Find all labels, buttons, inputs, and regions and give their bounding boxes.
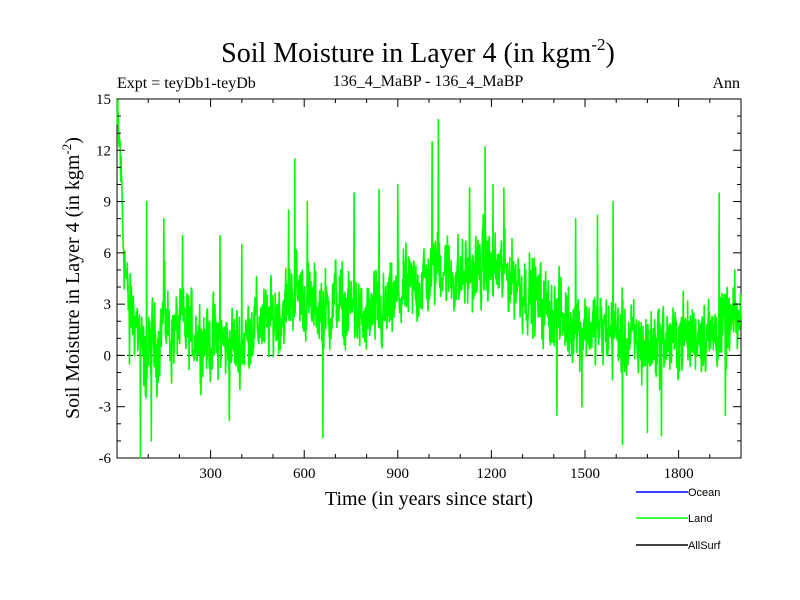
chart-title-close: ) <box>606 38 615 69</box>
y-tick-label: 15 <box>96 92 111 108</box>
legend-label-allsurf: AllSurf <box>688 540 721 552</box>
x-tick-label: 900 <box>387 466 410 482</box>
y-tick-label: -6 <box>99 451 112 467</box>
chart-title-superscript: -2 <box>591 35 605 54</box>
y-tick-label: 3 <box>104 297 112 313</box>
y-tick-label: -3 <box>99 400 112 416</box>
chart-title-main: Soil Moisture in Layer 4 (in kgm <box>221 38 591 69</box>
x-axis-label: Time (in years since start) <box>325 488 533 510</box>
y-axis-label-close: ) <box>62 137 84 144</box>
series-land <box>116 98 742 459</box>
y-axis-ticks: -6 -3 0 3 6 9 12 15 <box>96 92 741 467</box>
y-axis-label-superscript: -2 <box>59 144 74 155</box>
y-tick-label: 6 <box>104 246 112 262</box>
y-axis-label-main: Soil Moisture in Layer 4 (in kgm <box>62 154 84 419</box>
y-tick-label: 0 <box>104 348 112 364</box>
y-tick-label: 12 <box>96 143 111 159</box>
y-axis-label: Soil Moisture in Layer 4 (in kgm-2) <box>59 137 84 419</box>
chart-title: Soil Moisture in Layer 4 (in kgm-2) <box>221 35 615 69</box>
subtitle-left: Expt = teyDb1-teyDb <box>117 75 256 92</box>
legend-label-land: Land <box>688 513 712 525</box>
legend: Ocean Land AllSurf <box>636 487 721 552</box>
series-line-land <box>116 98 742 459</box>
x-tick-label: 1200 <box>476 466 506 482</box>
x-tick-label: 300 <box>199 466 222 482</box>
y-tick-label: 9 <box>104 195 112 211</box>
subtitle-right: Ann <box>712 75 740 92</box>
x-tick-label: 1500 <box>570 466 600 482</box>
x-tick-label: 1800 <box>664 466 694 482</box>
x-axis-ticks: 300 600 900 1200 1500 1800 <box>147 99 711 482</box>
x-tick-label: 600 <box>293 466 316 482</box>
legend-label-ocean: Ocean <box>688 487 720 499</box>
subtitle-center: 136_4_MaBP - 136_4_MaBP <box>333 73 524 90</box>
